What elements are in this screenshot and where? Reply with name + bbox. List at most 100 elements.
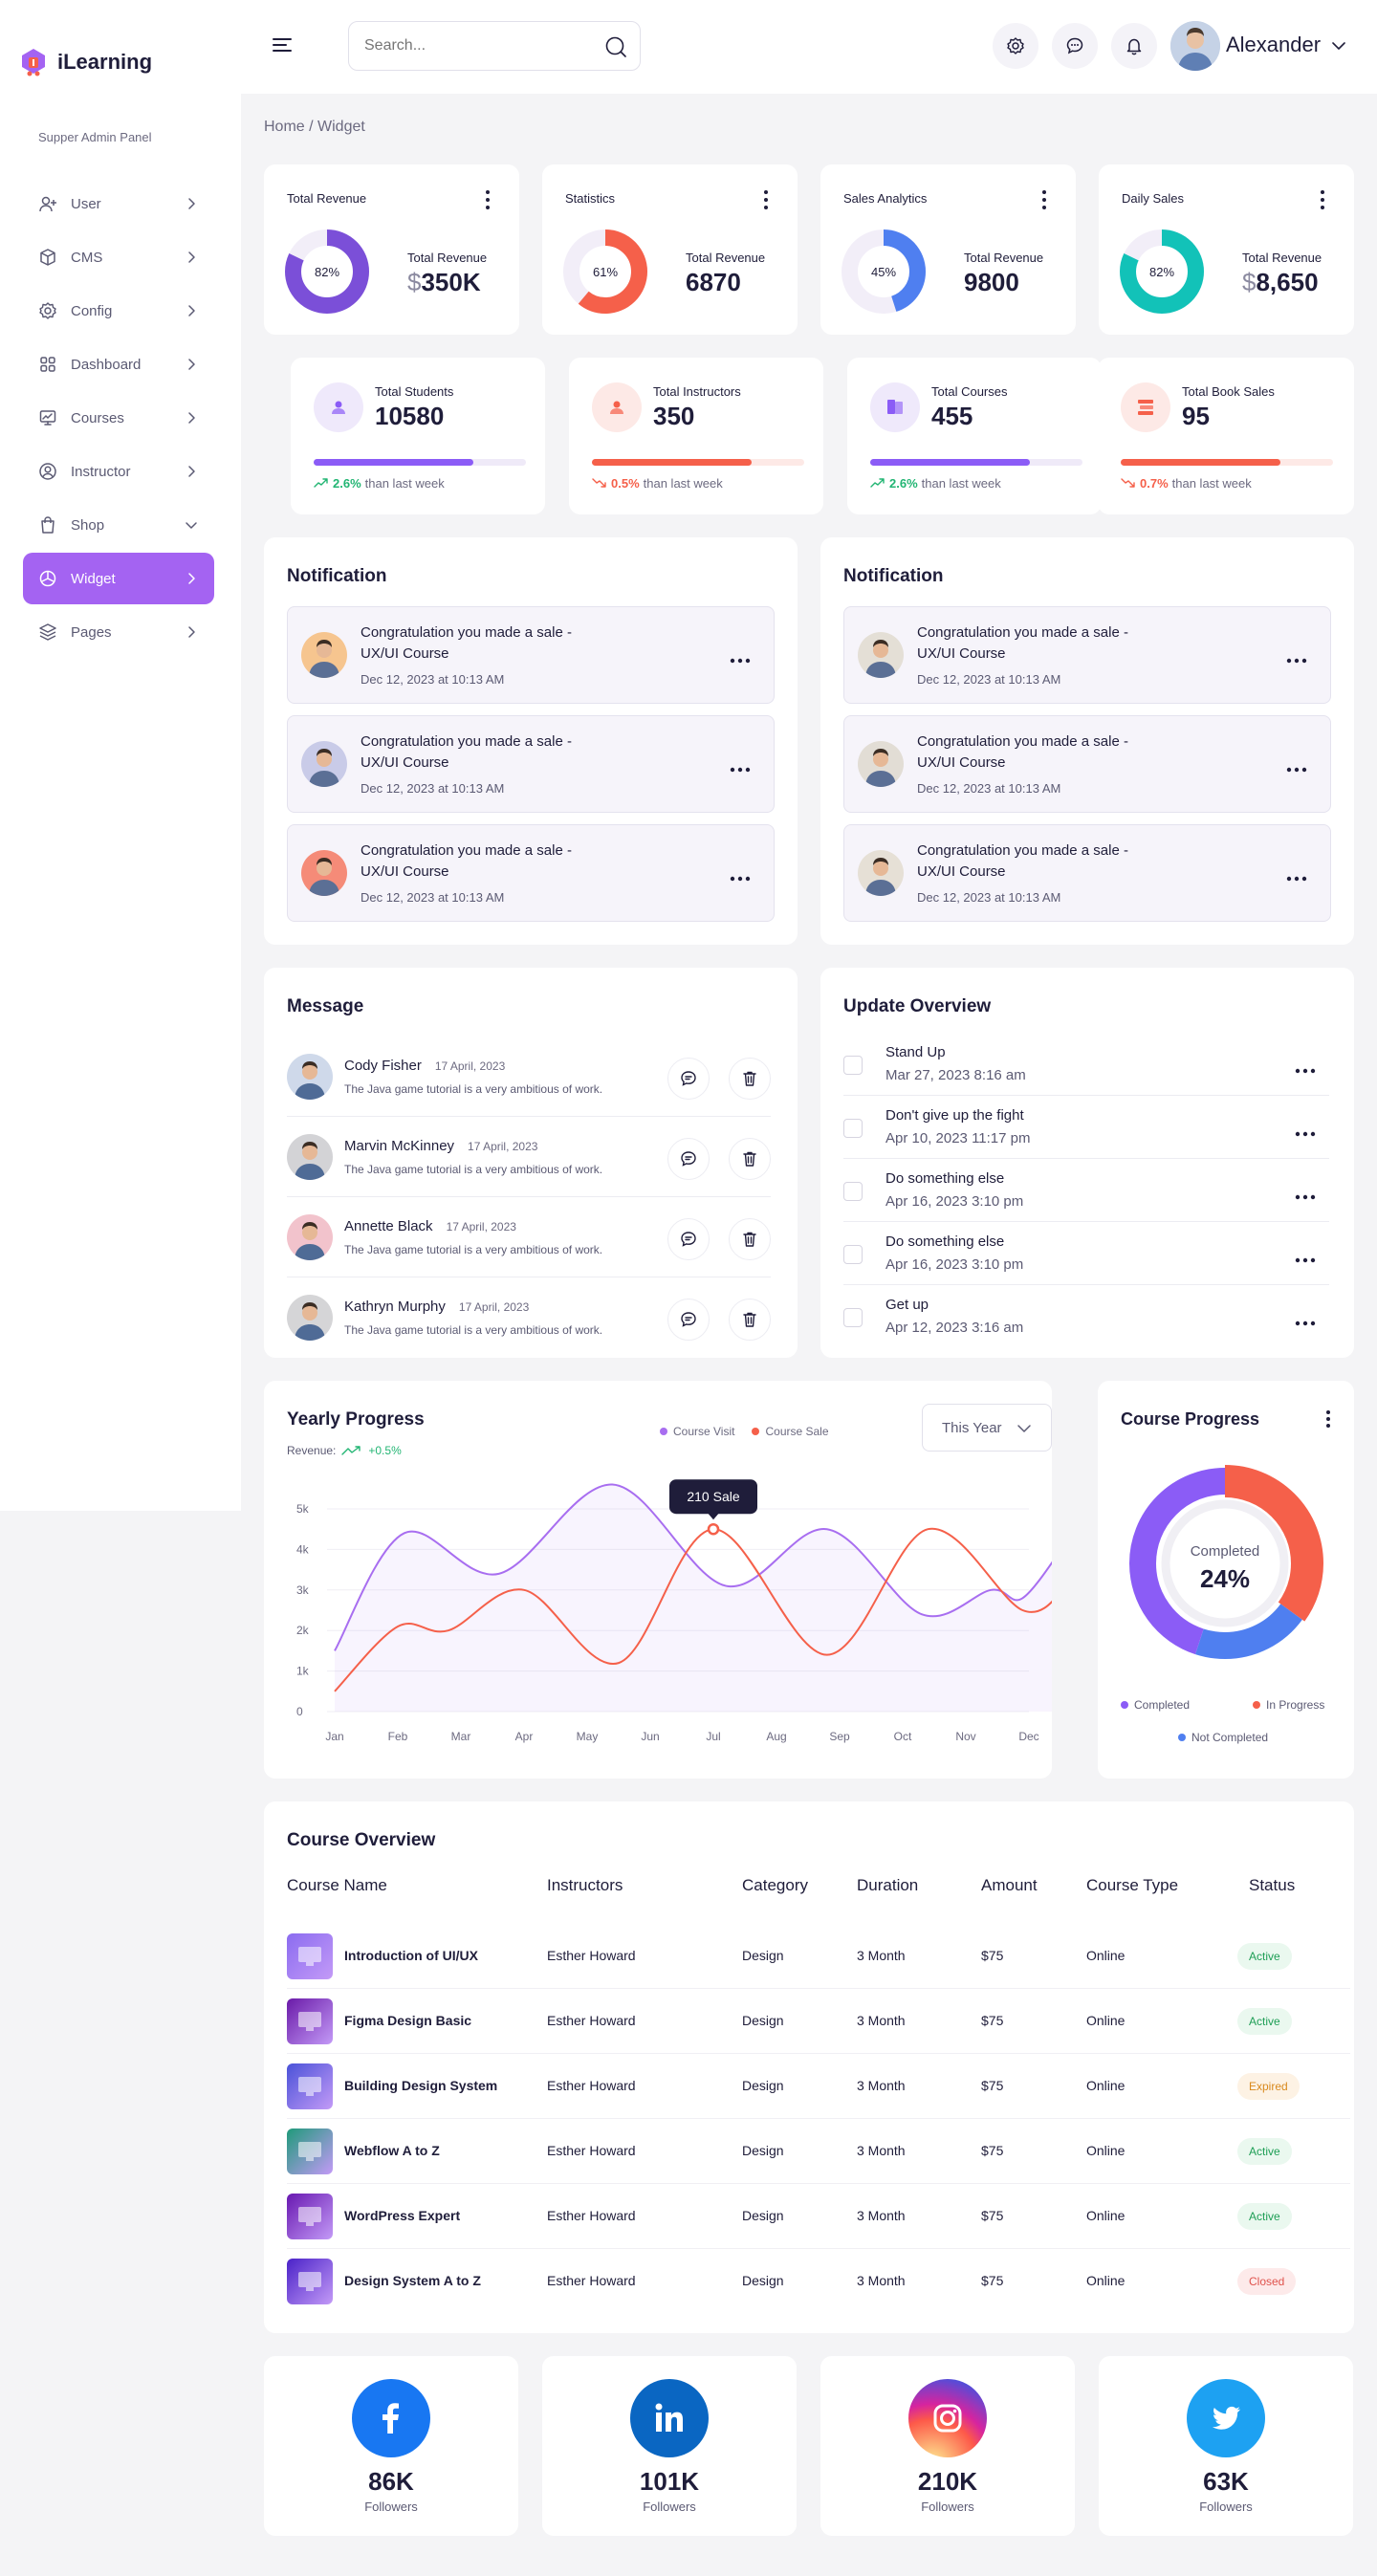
sidebar-item-config[interactable]: Config <box>23 285 214 337</box>
search-input[interactable] <box>349 22 579 70</box>
social-card-instagram[interactable]: 210K Followers <box>820 2356 1075 2536</box>
shopping-bag-icon <box>38 515 57 535</box>
message-item[interactable]: Marvin McKinney 17 April, 2023 The Java ga… <box>287 1117 771 1197</box>
reply-button[interactable] <box>667 1218 710 1260</box>
table-header-duration[interactable]: Duration <box>857 1876 919 1894</box>
user-add-icon <box>38 194 57 213</box>
notification-text: Congratulation you made a sale - UX/UI C… <box>917 624 1128 662</box>
chevron-down-icon[interactable] <box>1329 36 1348 55</box>
update-checkbox[interactable] <box>843 1308 863 1327</box>
sidebar-item-instructor[interactable]: Instructor <box>23 446 214 497</box>
more-horizontal-icon[interactable] <box>730 760 751 773</box>
x-tick-label: Dec <box>1018 1730 1038 1743</box>
tooltip-arrow <box>708 1513 719 1520</box>
notification-item[interactable]: Congratulation you made a sale - UX/UI C… <box>843 715 1331 813</box>
reply-button[interactable] <box>667 1058 710 1100</box>
user-avatar[interactable] <box>1170 21 1220 71</box>
trend-text: than last week <box>643 476 723 491</box>
notification-item[interactable]: Congratulation you made a sale - UX/UI C… <box>843 606 1331 704</box>
more-horizontal-icon[interactable] <box>730 869 751 882</box>
table-header-course-type[interactable]: Course Type <box>1086 1876 1179 1894</box>
update-checkbox[interactable] <box>843 1245 863 1264</box>
sidebar-item-dashboard[interactable]: Dashboard <box>23 338 214 390</box>
avatar <box>301 741 347 787</box>
table-header-category[interactable]: Category <box>742 1876 808 1894</box>
message-item[interactable]: Cody Fisher 17 April, 2023 The Java game t… <box>287 1037 771 1117</box>
search-icon[interactable] <box>603 34 628 59</box>
sidebar-item-widget[interactable]: Widget <box>23 553 214 604</box>
delete-button[interactable] <box>729 1058 771 1100</box>
more-vertical-icon[interactable] <box>1325 1409 1331 1429</box>
user-name[interactable]: Alexander <box>1226 33 1322 56</box>
menu-icon[interactable] <box>272 36 293 54</box>
more-horizontal-icon[interactable] <box>1295 1251 1316 1263</box>
sidebar-item-shop[interactable]: Shop <box>23 499 214 551</box>
logo-icon <box>22 49 45 76</box>
sidebar-item-pages[interactable]: Pages <box>23 606 214 658</box>
legend-item[interactable]: Course Sale <box>752 1425 829 1438</box>
bell-icon <box>1126 38 1142 55</box>
app-name: iLearning <box>57 50 153 74</box>
followers-label: Followers <box>364 2500 418 2514</box>
message-item[interactable]: Kathryn Murphy 17 April, 2023 The Java gam… <box>287 1277 771 1358</box>
table-header-instructors[interactable]: Instructors <box>547 1876 623 1894</box>
table-row[interactable]: Design System A to Z Esther Howard Design 3… <box>287 2249 1350 2314</box>
notification-item[interactable]: Congratulation you made a sale - UX/UI C… <box>287 606 775 704</box>
more-horizontal-icon[interactable] <box>1286 869 1307 882</box>
notification-item[interactable]: Congratulation you made a sale - UX/UI C… <box>287 715 775 813</box>
table-row[interactable]: Figma Design Basic Esther Howard Design 3 M… <box>287 1989 1350 2054</box>
delete-button[interactable] <box>729 1299 771 1341</box>
more-horizontal-icon[interactable] <box>1286 760 1307 773</box>
reply-button[interactable] <box>667 1299 710 1341</box>
table-row[interactable]: Building Design System Esther Howard Desig… <box>287 2054 1350 2119</box>
twitter-icon <box>1187 2379 1265 2457</box>
tooltip-point[interactable] <box>707 1522 720 1536</box>
table-header-amount[interactable]: Amount <box>981 1876 1038 1894</box>
notifications-button[interactable] <box>1111 23 1157 69</box>
more-vertical-icon[interactable] <box>485 189 491 210</box>
logo[interactable]: iLearning <box>17 46 152 78</box>
course-thumbnail <box>287 2194 333 2239</box>
table-row[interactable]: Webflow A to Z Esther Howard Design 3 Month… <box>287 2119 1350 2184</box>
notification-item[interactable]: Congratulation you made a sale - UX/UI C… <box>287 824 775 922</box>
social-card-twitter[interactable]: 63K Followers <box>1099 2356 1353 2536</box>
period-select[interactable]: This Year <box>922 1404 1052 1452</box>
message-item[interactable]: Annette Black 17 April, 2023 The Java game… <box>287 1197 771 1277</box>
y-tick-label: 4k <box>296 1542 310 1556</box>
more-vertical-icon[interactable] <box>763 189 769 210</box>
update-overview-card: Update Overview Stand Up Mar 27, 2023 8:1… <box>820 968 1354 1358</box>
more-horizontal-icon[interactable] <box>1295 1314 1316 1326</box>
more-horizontal-icon[interactable] <box>1295 1061 1316 1074</box>
chat-button[interactable] <box>1052 23 1098 69</box>
grid-icon <box>38 355 57 374</box>
more-horizontal-icon[interactable] <box>1295 1188 1316 1200</box>
notification-item[interactable]: Congratulation you made a sale - UX/UI C… <box>843 824 1331 922</box>
more-horizontal-icon[interactable] <box>730 651 751 664</box>
more-vertical-icon[interactable] <box>1320 189 1325 210</box>
cell-category: Design <box>742 2273 784 2288</box>
sidebar-item-user[interactable]: User <box>23 178 214 229</box>
social-card-facebook[interactable]: 86K Followers <box>264 2356 518 2536</box>
more-horizontal-icon[interactable] <box>1295 1124 1316 1137</box>
settings-button[interactable] <box>993 23 1038 69</box>
notification-text: Congratulation you made a sale - UX/UI C… <box>361 733 572 771</box>
legend-item[interactable]: Course Visit <box>660 1425 734 1438</box>
table-row[interactable]: Introduction of UI/UX Esther Howard Design… <box>287 1924 1350 1989</box>
chevron-right-icon <box>184 571 199 586</box>
more-vertical-icon[interactable] <box>1041 189 1047 210</box>
table-header-status[interactable]: Status <box>1249 1876 1296 1894</box>
sidebar-item-courses[interactable]: Courses <box>23 392 214 444</box>
reply-button[interactable] <box>667 1138 710 1180</box>
update-checkbox[interactable] <box>843 1056 863 1075</box>
more-horizontal-icon[interactable] <box>1286 651 1307 664</box>
update-checkbox[interactable] <box>843 1182 863 1201</box>
sidebar-item-cms[interactable]: CMS <box>23 231 214 283</box>
social-card-linkedin[interactable]: 101K Followers <box>542 2356 797 2536</box>
delete-button[interactable] <box>729 1218 771 1260</box>
table-row[interactable]: WordPress Expert Esther Howard Design 3 Mon… <box>287 2184 1350 2249</box>
donut-percent: 82% <box>314 264 340 279</box>
table-header-course-name[interactable]: Course Name <box>287 1876 387 1894</box>
delete-button[interactable] <box>729 1138 771 1180</box>
update-checkbox[interactable] <box>843 1119 863 1138</box>
cell-type: Online <box>1086 1948 1126 1963</box>
